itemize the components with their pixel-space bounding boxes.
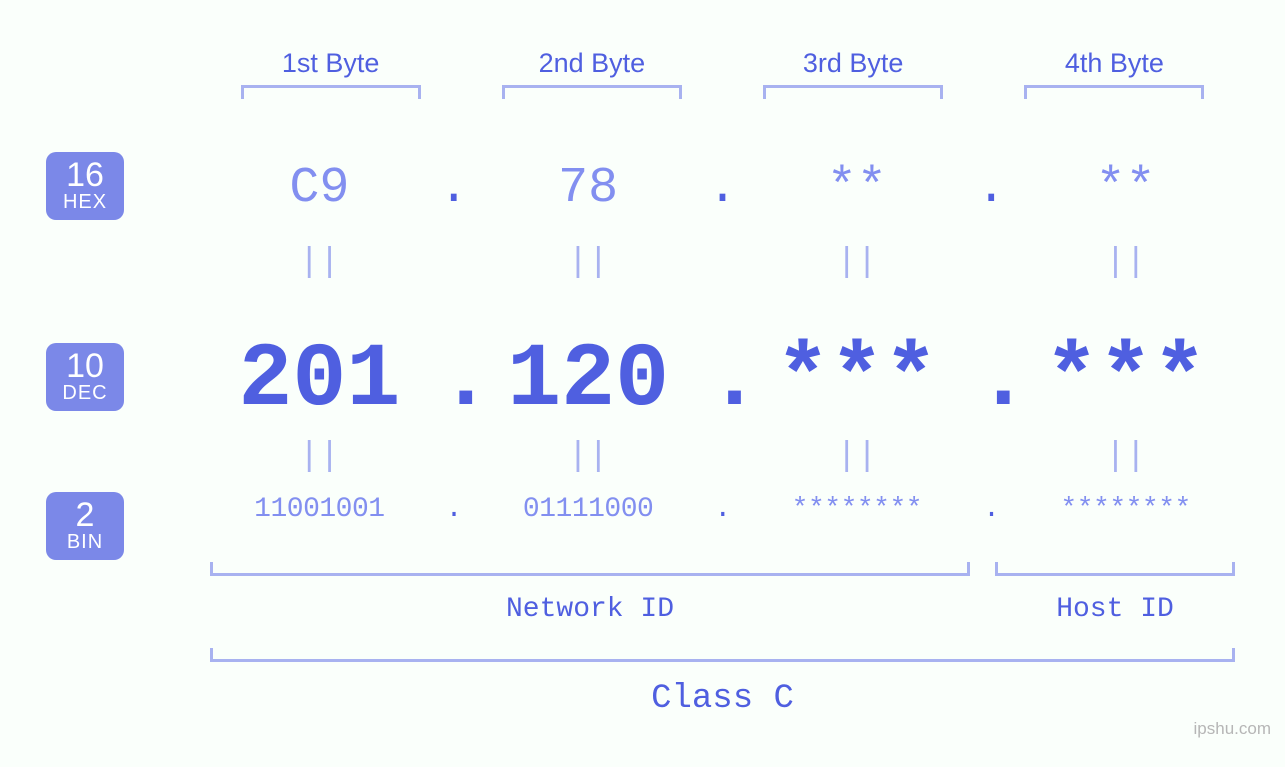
eq-2-3: ||: [738, 438, 977, 476]
byte-label-3: 3rd Byte: [723, 48, 984, 79]
dec-byte-2: 120: [469, 330, 708, 432]
hex-dot-1: .: [439, 160, 469, 217]
hex-dot-2: .: [708, 160, 738, 217]
eq-1-2: ||: [469, 244, 708, 282]
byte-brackets-row: [200, 85, 1245, 99]
network-id-bracket: [210, 562, 970, 576]
class-bracket: [210, 648, 1235, 662]
bin-row: 11001001 . 01111000 . ******** . *******…: [200, 494, 1245, 525]
bin-badge-label: BIN: [46, 532, 124, 552]
dec-badge: 10 DEC: [46, 343, 124, 411]
ip-diagram-container: 1st Byte 2nd Byte 3rd Byte 4th Byte 16 H…: [0, 0, 1285, 767]
bin-byte-2: 01111000: [469, 494, 708, 525]
bin-badge: 2 BIN: [46, 492, 124, 560]
byte-label-1: 1st Byte: [200, 48, 461, 79]
byte-bracket-1: [241, 85, 421, 99]
bin-byte-1: 11001001: [200, 494, 439, 525]
byte-label-4: 4th Byte: [984, 48, 1245, 79]
dec-badge-label: DEC: [46, 383, 124, 403]
dec-dot-1: .: [439, 330, 469, 432]
byte-bracket-3: [763, 85, 943, 99]
dec-byte-4: ***: [1006, 330, 1245, 432]
host-id-label: Host ID: [995, 594, 1235, 625]
dec-byte-1: 201: [200, 330, 439, 432]
hex-badge-label: HEX: [46, 192, 124, 212]
hex-byte-1: C9: [200, 160, 439, 217]
hex-badge: 16 HEX: [46, 152, 124, 220]
equals-row-top: || || || ||: [200, 244, 1245, 282]
id-brackets-row: [200, 562, 1245, 580]
eq-2-1: ||: [200, 438, 439, 476]
bin-dot-3: .: [976, 494, 1006, 525]
bin-byte-4: ********: [1006, 494, 1245, 525]
host-id-bracket: [995, 562, 1235, 576]
class-label: Class C: [200, 680, 1245, 718]
bin-dot-1: .: [439, 494, 469, 525]
byte-bracket-4: [1024, 85, 1204, 99]
hex-row: C9 . 78 . ** . **: [200, 160, 1245, 217]
equals-row-bottom: || || || ||: [200, 438, 1245, 476]
bin-byte-3: ********: [738, 494, 977, 525]
hex-byte-2: 78: [469, 160, 708, 217]
watermark: ipshu.com: [1194, 719, 1271, 739]
dec-row: 201 . 120 . *** . ***: [200, 330, 1245, 432]
bin-badge-num: 2: [46, 498, 124, 532]
hex-byte-3: **: [738, 160, 977, 217]
byte-bracket-2: [502, 85, 682, 99]
dec-dot-2: .: [708, 330, 738, 432]
eq-2-2: ||: [469, 438, 708, 476]
hex-byte-4: **: [1006, 160, 1245, 217]
dec-dot-3: .: [976, 330, 1006, 432]
hex-badge-num: 16: [46, 158, 124, 192]
dec-byte-3: ***: [738, 330, 977, 432]
byte-labels-row: 1st Byte 2nd Byte 3rd Byte 4th Byte: [200, 48, 1245, 79]
eq-1-4: ||: [1006, 244, 1245, 282]
byte-label-2: 2nd Byte: [461, 48, 722, 79]
bin-dot-2: .: [708, 494, 738, 525]
eq-1-1: ||: [200, 244, 439, 282]
eq-1-3: ||: [738, 244, 977, 282]
hex-dot-3: .: [976, 160, 1006, 217]
dec-badge-num: 10: [46, 349, 124, 383]
network-id-label: Network ID: [210, 594, 970, 625]
eq-2-4: ||: [1006, 438, 1245, 476]
